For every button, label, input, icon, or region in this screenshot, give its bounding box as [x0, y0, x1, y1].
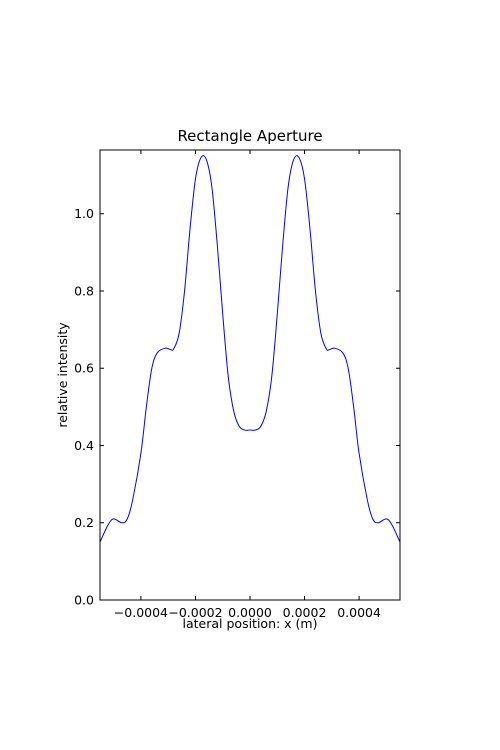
- chart-title: Rectangle Aperture: [177, 127, 322, 145]
- y-tick-label: 1.0: [74, 206, 94, 221]
- y-axis: 0.0 0.2 0.4 0.6 0.8 1.0: [74, 206, 400, 608]
- y-tick-label: 0.2: [74, 515, 94, 530]
- series-line: [99, 155, 401, 543]
- plot-area: [99, 155, 401, 543]
- y-tick-label: 0.0: [74, 593, 94, 608]
- y-tick-label: 0.6: [74, 361, 94, 376]
- x-axis: −0.0004 −0.0002 0.0000 0.0002 0.0004: [114, 150, 381, 620]
- plot-frame: [99, 149, 401, 601]
- x-tick-label: 0.0002: [283, 605, 327, 620]
- x-tick-label: −0.0004: [114, 605, 168, 620]
- y-axis-label: relative intensity: [55, 322, 70, 428]
- x-tick-label: 0.0004: [337, 605, 381, 620]
- y-tick-label: 0.8: [74, 283, 94, 298]
- x-tick-label: −0.0002: [168, 605, 222, 620]
- x-tick-label: 0.0000: [228, 605, 272, 620]
- y-tick-label: 0.4: [74, 438, 94, 453]
- x-axis-label: lateral position: x (m): [183, 616, 318, 631]
